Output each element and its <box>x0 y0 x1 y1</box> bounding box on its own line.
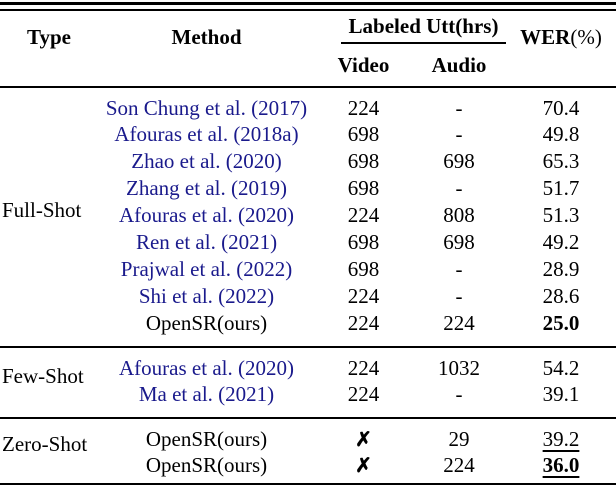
cross-icon: ✗ <box>355 428 372 451</box>
section-zero-shot: Zero-Shot OpenSR(ours) ✗ 29 39.2 OpenSR(… <box>0 418 616 484</box>
table-row: Afouras et al. (2018a) 698 - 49.8 <box>0 121 616 148</box>
labeled-utt-label: Labeled Utt(hrs) <box>341 11 506 44</box>
type-cell-full-shot: Full-Shot <box>2 198 82 222</box>
audio-value: - <box>455 257 463 281</box>
wer-value: 28.9 <box>542 257 580 281</box>
audio-value: - <box>455 122 463 146</box>
audio-value: - <box>455 381 463 406</box>
audio-value: 698 <box>443 149 475 173</box>
citation-link[interactable]: Afouras et al. (2020) <box>119 355 294 380</box>
table-row: Shi et al. (2022) 224 - 28.6 <box>0 283 616 310</box>
table-row: Afouras et al. (2020) 224 808 51.3 <box>0 202 616 229</box>
audio-value: 224 <box>443 310 475 335</box>
audio-value: 1032 <box>438 355 480 380</box>
top-rule-thick <box>0 2 616 5</box>
type-cell-few-shot: Few-Shot <box>2 363 84 388</box>
wer-value-best-underlined: 36.0 <box>506 452 616 484</box>
video-value: 698 <box>347 176 380 200</box>
audio-value: - <box>455 176 463 200</box>
wer-value: 49.8 <box>542 122 580 146</box>
video-value: 224 <box>347 203 380 227</box>
video-value: 224 <box>347 310 380 335</box>
wer-value: 54.2 <box>542 355 580 380</box>
citation-link[interactable]: Afouras et al. (2018a) <box>114 122 299 146</box>
section-full-shot: Full-Shot Son Chung et al. (2017) 224 - … <box>0 87 616 347</box>
video-value: 224 <box>347 95 380 120</box>
video-value: 698 <box>347 230 380 254</box>
wer-value: 49.2 <box>542 230 580 254</box>
video-value: 698 <box>347 257 380 281</box>
audio-value: 808 <box>443 203 475 227</box>
col-group-labeled-utt: Labeled Utt(hrs) <box>315 11 506 44</box>
video-value: 224 <box>347 284 380 308</box>
wer-value-best: 25.0 <box>542 310 580 335</box>
wer-value: 39.2 <box>542 426 580 451</box>
wer-value: 28.6 <box>542 284 580 308</box>
wer-value: 65.3 <box>542 149 580 173</box>
table-row: Full-Shot Son Chung et al. (2017) 224 - … <box>0 87 616 223</box>
section-few-shot: Few-Shot Afouras et al. (2020) 224 1032 … <box>0 347 616 418</box>
table-row: Ma et al. (2021) 224 - 39.1 <box>0 381 616 418</box>
video-value: 698 <box>347 149 380 173</box>
wer-value: 70.4 <box>542 95 580 120</box>
citation-link[interactable]: Ren et al. (2021) <box>135 230 278 254</box>
table-row: Prajwal et al. (2022) 698 - 28.9 <box>0 256 616 283</box>
citation-link[interactable]: Ma et al. (2021) <box>138 381 275 406</box>
table-row: Few-Shot Afouras et al. (2020) 224 1032 … <box>0 347 616 388</box>
citation-link[interactable]: Prajwal et al. (2022) <box>120 257 293 281</box>
top-rule-thin <box>0 9 616 11</box>
type-cell-zero-shot: Zero-Shot <box>2 432 88 456</box>
col-header-video: Video <box>337 52 390 77</box>
wer-value: 36.0 <box>542 452 580 477</box>
table-row: OpenSR(ours) ✗ 224 36.0 <box>0 452 616 484</box>
audio-value: - <box>455 284 463 308</box>
table-row: OpenSR(ours) 224 224 25.0 <box>0 310 616 347</box>
wer-label: WER <box>520 25 571 49</box>
audio-value: 224 <box>443 452 475 477</box>
audio-value: - <box>455 95 463 120</box>
method-name: OpenSR(ours) <box>145 426 268 451</box>
table-row: Zero-Shot OpenSR(ours) ✗ 29 39.2 <box>0 418 616 457</box>
video-value: 698 <box>347 122 380 146</box>
wer-value: 39.1 <box>542 381 580 406</box>
results-table: Type Method Labeled Utt(hrs) WER(%) Vide… <box>0 11 616 485</box>
col-header-wer: WER(%) <box>506 11 616 87</box>
audio-value: 698 <box>443 230 475 254</box>
wer-value: 51.3 <box>542 203 580 227</box>
citation-link[interactable]: Shi et al. (2022) <box>138 284 275 308</box>
method-name: OpenSR(ours) <box>145 452 268 477</box>
col-header-method: Method <box>171 25 242 49</box>
method-name: OpenSR(ours) <box>145 310 268 335</box>
video-value: 224 <box>347 355 380 380</box>
table-row: Zhang et al. (2019) 698 - 51.7 <box>0 175 616 202</box>
wer-value-underlined: 39.2 <box>506 418 616 452</box>
citation-link[interactable]: Son Chung et al. (2017) <box>105 95 308 120</box>
col-header-type: Type <box>27 25 71 49</box>
col-header-audio: Audio <box>431 52 487 77</box>
citation-link[interactable]: Zhang et al. (2019) <box>126 176 287 200</box>
cross-icon: ✗ <box>355 454 372 477</box>
citation-link[interactable]: Afouras et al. (2020) <box>119 203 294 227</box>
table-row: Ren et al. (2021) 698 698 49.2 <box>0 229 616 256</box>
wer-value: 51.7 <box>542 176 580 200</box>
video-value: 224 <box>347 381 380 406</box>
citation-link[interactable]: Zhao et al. (2020) <box>131 149 282 173</box>
wer-unit-label: (%) <box>570 25 602 49</box>
audio-value: 29 <box>448 426 470 451</box>
table-row: Zhao et al. (2020) 698 698 65.3 <box>0 148 616 175</box>
table-header: Type Method Labeled Utt(hrs) WER(%) Vide… <box>0 11 616 87</box>
